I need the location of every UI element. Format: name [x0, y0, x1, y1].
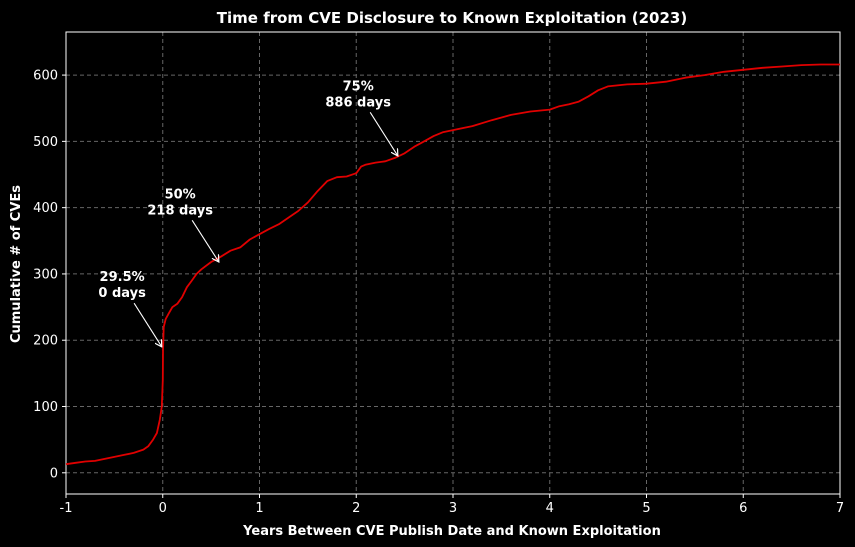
y-axis-ticks: 0 100 200 300 400 500 600 [33, 69, 66, 481]
annotation-days: 886 days [325, 95, 391, 110]
y-tick-label: 500 [33, 135, 58, 150]
annotation-arrow [191, 220, 219, 262]
y-tick-label: 100 [33, 400, 58, 415]
y-tick-label: 300 [33, 267, 58, 282]
y-tick-label: 600 [33, 69, 58, 84]
annotation-days: 0 days [98, 286, 146, 301]
x-tick-label: -1 [60, 501, 73, 516]
y-tick-label: 200 [33, 334, 58, 349]
x-tick-label: 7 [836, 501, 844, 516]
series-line [65, 63, 840, 466]
x-axis-label: Years Between CVE Publish Date and Known… [242, 524, 661, 539]
chart-title: Time from CVE Disclosure to Known Exploi… [217, 9, 687, 27]
x-tick-label: 2 [352, 501, 360, 516]
annotation-percent: 50% [165, 187, 196, 202]
x-tick-label: 1 [255, 501, 263, 516]
x-axis-ticks: -1 0 1 2 3 4 5 6 7 [60, 494, 844, 516]
x-tick-label: 3 [449, 501, 457, 516]
y-tick-label: 0 [50, 466, 58, 481]
x-tick-label: 5 [642, 501, 650, 516]
x-tick-label: 4 [546, 501, 554, 516]
annotation-arrow [133, 302, 162, 347]
y-tick-label: 400 [33, 201, 58, 216]
annotation-days: 218 days [147, 203, 213, 218]
x-tick-label: 6 [739, 501, 747, 516]
annotations: 29.5%0 days 50%218 days 75%886 days [98, 79, 397, 347]
x-tick-label: 0 [159, 501, 167, 516]
y-axis-label: Cumulative # of CVEs [9, 185, 24, 343]
annotation-percent: 29.5% [100, 270, 145, 285]
annotation-arrow [369, 112, 398, 156]
annotation-percent: 75% [343, 79, 374, 94]
